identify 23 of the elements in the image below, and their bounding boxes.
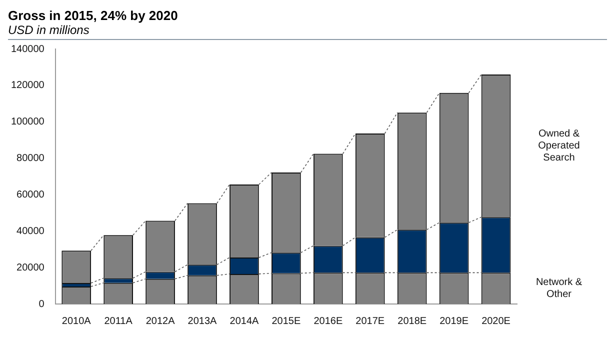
x-tick-label: 2019E [440,316,469,327]
x-tick-label: 2017E [356,316,385,327]
y-tick-label: 20000 [16,262,45,274]
x-tick-label: 2014A [230,316,260,327]
chart-title: Gross in 2015, 24% by 2020 [8,8,179,23]
x-tick-label: 2013A [188,316,218,327]
x-tick-label: 2012A [146,316,176,327]
text: Owned & Operated Search [538,128,580,164]
y-tick-label: 60000 [16,189,45,200]
x-tick-label: 2010A [62,316,92,327]
y-tick-label: 140000 [10,44,45,55]
x-tick-label: 2018E [398,316,427,327]
chart-subtitle: USD in millions [8,23,607,40]
y-tick-label: 100000 [10,116,45,128]
x-tick-label: 2016E [314,316,343,327]
y-tick-label: 40000 [16,226,45,237]
y-tick-label: 0 [38,298,45,310]
text: Network & Other [536,277,582,300]
y-tick-label: 80000 [16,153,45,164]
x-tick-label: 2011A [104,316,133,327]
x-tick-label: 2020E [482,316,511,327]
y-tick-label: 120000 [10,80,45,92]
x-tick-label: 2015E [272,316,301,327]
